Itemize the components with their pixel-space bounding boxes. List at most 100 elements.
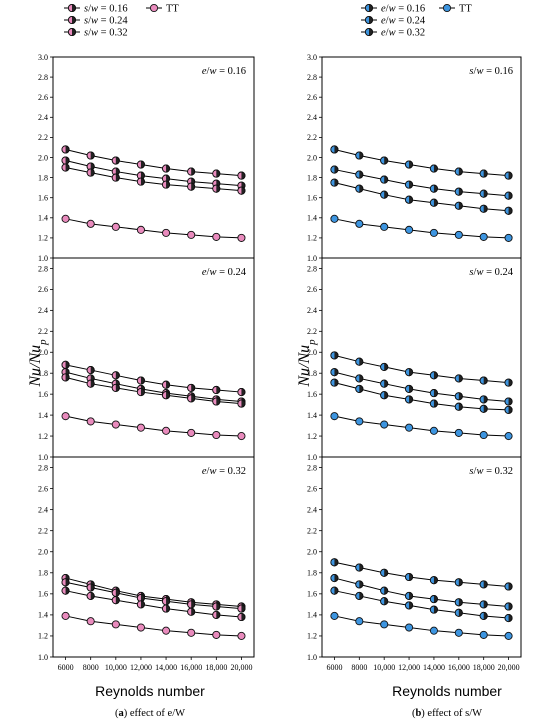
data-point <box>237 233 246 242</box>
data-point <box>479 404 488 413</box>
series-line <box>65 415 242 437</box>
data-point <box>380 156 389 165</box>
data-point <box>405 195 414 204</box>
y-tick-label: 1.2 <box>307 234 317 243</box>
y-tick-label: 1.8 <box>38 173 48 182</box>
data-point <box>479 376 488 385</box>
legend-label: s/w = 0.16 <box>84 4 128 15</box>
data-point <box>86 417 95 426</box>
data-point <box>86 151 95 160</box>
data-point <box>111 371 120 380</box>
data-point <box>405 368 414 377</box>
data-point <box>405 395 414 404</box>
data-point <box>237 388 246 397</box>
data-point <box>330 351 339 360</box>
x-tick-label: 16,000 <box>448 663 470 672</box>
x-tick-label: 20,000 <box>230 663 252 672</box>
data-point <box>330 586 339 595</box>
data-point <box>330 178 339 187</box>
series-s-w-0-32 <box>61 163 246 195</box>
data-point <box>504 397 513 406</box>
series-line <box>65 167 242 192</box>
y-tick-label: 1.2 <box>38 632 48 641</box>
panel-1: 1.0 1.2 1.4 1.6 1.8 2.0 2.2 2.4 2.6 2.8 3.0 s/w = 0… <box>307 53 522 263</box>
series-e-w-0-24 <box>330 165 513 200</box>
data-point <box>504 378 513 387</box>
data-point <box>380 362 389 371</box>
data-point <box>86 219 95 228</box>
data-point <box>504 191 513 200</box>
legend-item-s-w-0-16: s/w = 0.16 <box>64 4 128 15</box>
y-tick-label: 1.4 <box>307 214 317 223</box>
data-point <box>187 383 196 392</box>
data-point <box>330 574 339 583</box>
plot-frame <box>321 257 522 458</box>
series-line <box>334 615 509 637</box>
y-tick-label: 3.0 <box>307 53 317 62</box>
data-point <box>330 611 339 620</box>
x-axis-label-a: Reynolds number <box>95 683 205 699</box>
data-point <box>504 582 513 591</box>
data-point <box>429 371 438 380</box>
data-point <box>429 595 438 604</box>
series-line <box>65 148 242 177</box>
legend-label: s/w = 0.24 <box>84 16 128 27</box>
data-point <box>61 373 70 382</box>
legend-label: TT <box>459 4 472 15</box>
data-point <box>355 357 364 366</box>
data-point <box>212 602 221 611</box>
data-point <box>355 617 364 626</box>
y-tick-label: 1.4 <box>38 411 48 420</box>
series-s-w-0-24 <box>61 156 246 190</box>
series-line <box>334 148 509 177</box>
data-point <box>355 170 364 179</box>
data-point <box>355 184 364 193</box>
data-point <box>136 160 145 169</box>
data-point <box>454 578 463 587</box>
y-tick-label: 2.8 <box>38 264 48 273</box>
data-point <box>61 145 70 154</box>
y-tick-label: 1.6 <box>307 590 317 599</box>
panel-3: 1.0 1.2 1.4 1.6 1.8 2.0 2.2 2.4 2.6 2.8 s/w = 0.32… <box>307 456 522 672</box>
data-point <box>479 395 488 404</box>
panel-1: 1.0 1.2 1.4 1.6 1.8 2.0 2.2 2.4 2.6 2.8 3.0 e/w = 0… <box>38 53 255 263</box>
series-e-w-0-32 <box>330 586 513 623</box>
y-tick-label: 1.0 <box>307 653 317 662</box>
data-point <box>212 430 221 440</box>
data-point <box>454 187 463 196</box>
data-point <box>162 626 171 635</box>
series-line <box>334 354 509 384</box>
y-axis-label-b: Nu/Nup <box>296 339 318 388</box>
y-axis-label-a: Nu/Nup <box>27 339 49 388</box>
panel-2: 1.0 1.2 1.4 1.6 1.8 2.0 2.2 2.4 2.6 2.8 s/w = 0.24 <box>307 257 522 462</box>
data-point <box>429 228 438 237</box>
data-point <box>187 167 196 176</box>
series-line <box>65 577 242 607</box>
series-line <box>65 376 242 405</box>
series-s-w-0-24 <box>61 578 246 613</box>
y-tick-label: 1.8 <box>38 369 48 378</box>
y-tick-label: 1.0 <box>307 453 317 462</box>
y-tick-label: 2.2 <box>38 526 48 535</box>
data-point <box>479 630 488 639</box>
y-tick-label: 1.6 <box>38 390 48 399</box>
panel-annotation: s/w = 0.16 <box>469 66 513 77</box>
data-point <box>237 604 246 613</box>
data-point <box>405 423 414 432</box>
y-tick-label: 2.8 <box>307 463 317 472</box>
y-tick-label: 2.6 <box>307 285 317 294</box>
y-tick-label: 1.4 <box>307 611 317 620</box>
data-point <box>61 156 70 165</box>
y-tick-label: 2.0 <box>38 348 48 357</box>
series-e-w-0-24 <box>330 368 513 406</box>
data-point <box>136 177 145 186</box>
panel-annotation: e/w = 0.24 <box>202 267 247 278</box>
data-point <box>136 376 145 385</box>
data-point <box>405 225 414 234</box>
legend-label: TT <box>166 4 179 15</box>
data-point <box>212 397 221 406</box>
y-tick-label: 1.8 <box>307 569 317 578</box>
data-point <box>136 225 145 234</box>
y-tick-label: 1.2 <box>307 432 317 441</box>
series-e-w-0-24 <box>330 574 513 611</box>
